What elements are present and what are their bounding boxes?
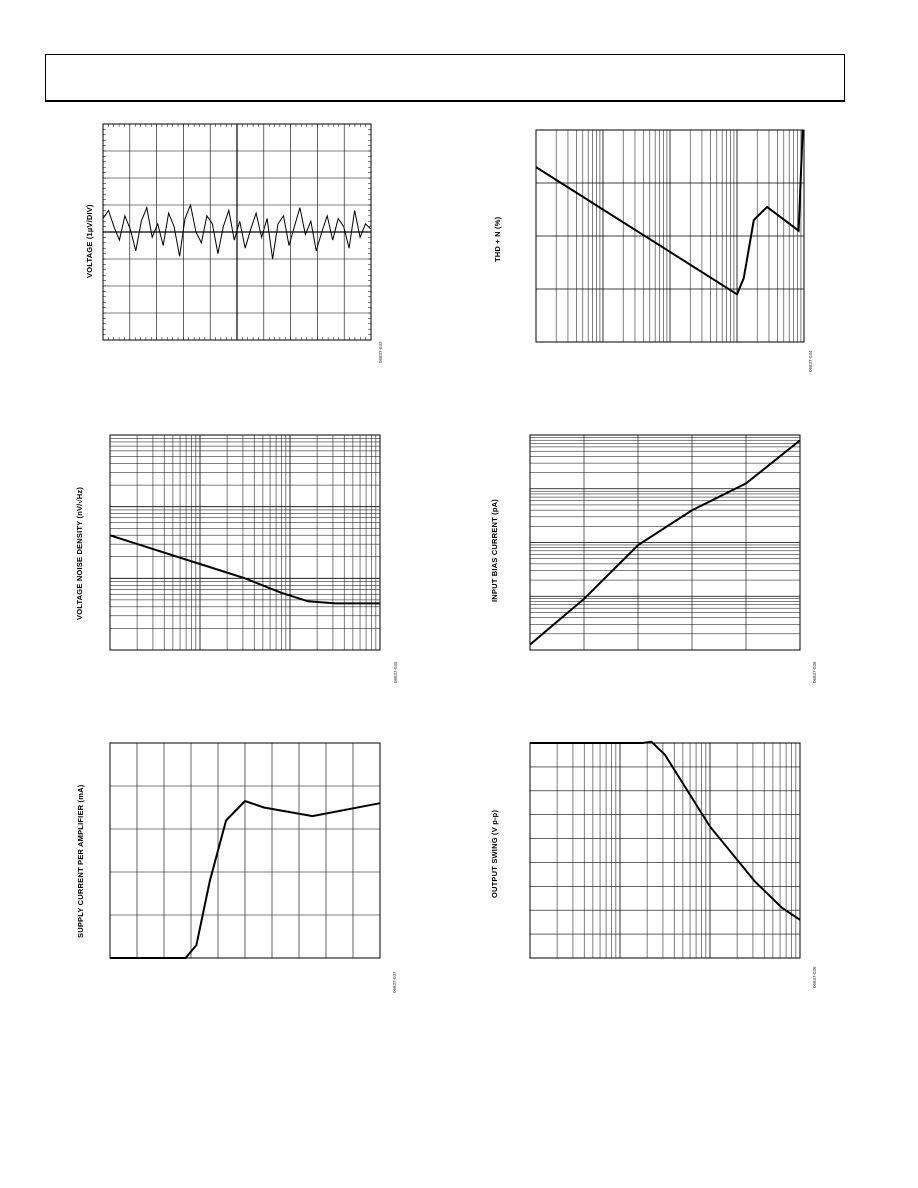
figure-id: 06837-038 — [812, 966, 817, 988]
plot-frame — [109, 434, 381, 651]
y-axis-label: OUTPUT SWING (V p-p) — [490, 809, 499, 898]
plot-frame — [529, 742, 801, 959]
noise-density-curve — [109, 534, 380, 605]
output-swing-curve — [530, 740, 801, 921]
bias-current-curve — [529, 439, 801, 646]
page-header-box — [45, 54, 845, 102]
supply-current-curve — [110, 799, 381, 959]
noise-trace — [102, 203, 372, 260]
thd-n-curve — [535, 129, 804, 296]
